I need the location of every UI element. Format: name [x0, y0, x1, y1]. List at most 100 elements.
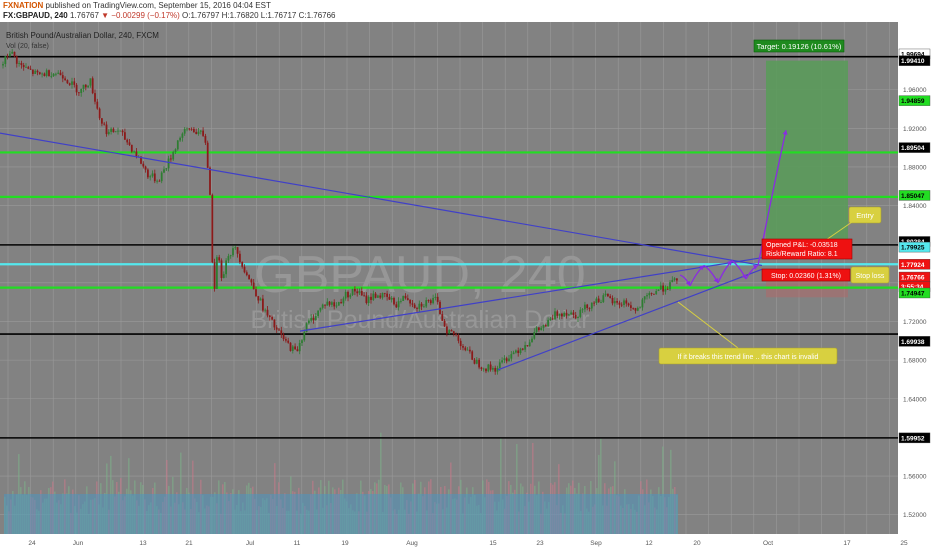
candle-body — [188, 128, 191, 130]
candle-body — [381, 292, 384, 298]
candle-body — [165, 168, 168, 170]
price-badge-bg — [898, 336, 931, 347]
author-name[interactable]: FXNATION — [3, 1, 44, 10]
x-tick-label: 20 — [693, 540, 701, 547]
candle-body — [107, 131, 110, 135]
candle-body — [510, 354, 513, 359]
candle-body — [395, 304, 398, 308]
candle-body — [528, 342, 531, 347]
candle-body — [572, 312, 575, 315]
candle-body — [243, 266, 246, 273]
volume-bar — [180, 452, 182, 534]
candle-body — [78, 92, 80, 94]
time-axis-bg — [0, 534, 932, 550]
candle-body — [333, 302, 336, 307]
candle-body — [126, 139, 129, 143]
x-tick-label: 19 — [341, 540, 349, 547]
candle-body — [142, 163, 145, 167]
candle-body — [241, 262, 244, 267]
candle-body — [133, 151, 135, 153]
publish-info: published on TradingView.com, September … — [45, 1, 271, 10]
candle-body — [326, 301, 329, 306]
candle-body — [271, 317, 273, 320]
candle-body — [466, 349, 469, 351]
volume-bar — [600, 438, 602, 534]
candle-body — [172, 151, 175, 160]
x-tick-label: Oct — [763, 540, 773, 547]
candle-body — [337, 302, 340, 306]
candle-body — [613, 301, 616, 304]
projection-arrowhead — [753, 264, 758, 270]
candle-body — [287, 340, 290, 343]
candle-body — [45, 70, 48, 76]
candle-body — [554, 311, 556, 320]
candle-body — [625, 300, 628, 304]
candle-body — [503, 358, 506, 361]
symbol-line: FX:GBPAUD, 240 1.76767 ▼ −0.00299 (−0.17… — [3, 11, 336, 20]
candle-body — [662, 285, 664, 292]
candle-body — [61, 75, 64, 79]
candle-body — [676, 278, 678, 281]
candle-body — [255, 289, 257, 297]
volume-histogram — [4, 432, 678, 534]
candle-body — [526, 345, 529, 347]
price-badge: 3:55:34 — [901, 284, 924, 291]
candle-body — [38, 72, 41, 74]
candle-body — [508, 358, 510, 362]
entry-callout: Entry — [825, 206, 882, 241]
candle-body — [521, 348, 524, 350]
price-badge-bg — [898, 287, 931, 299]
candle-body — [273, 319, 276, 328]
candle-body — [128, 142, 131, 145]
candle-body — [618, 302, 621, 305]
x-tick-label: 12 — [645, 540, 653, 547]
candle-body — [436, 296, 439, 302]
symbol-label: FX:GBPAUD, 240 — [3, 11, 68, 20]
candle-body — [262, 298, 264, 311]
price-chart[interactable]: GBPAUD, 240 British Pound/Australian Dol… — [0, 22, 932, 550]
candle-body — [383, 292, 386, 294]
candle-body — [264, 309, 267, 311]
candle-body — [317, 310, 319, 317]
candle-body — [669, 282, 671, 290]
candle-body — [441, 314, 444, 321]
candle-body — [344, 291, 347, 299]
trendline-upper-falling — [0, 132, 763, 267]
candle-body — [595, 298, 598, 304]
candle-body — [114, 131, 117, 133]
y-tick-label: 1.92000 — [903, 126, 927, 133]
watermark-symbol: GBPAUD, 240 — [254, 246, 585, 304]
price-badge-bg — [898, 190, 931, 201]
candle-body — [50, 76, 53, 77]
candle-body — [245, 272, 248, 276]
projection-arrowhead — [741, 273, 747, 279]
trendlines[interactable] — [0, 132, 763, 371]
candle-body — [641, 299, 644, 308]
candle-body — [577, 316, 579, 319]
candle-body — [659, 285, 662, 290]
candle-body — [657, 289, 660, 291]
candle-body — [248, 275, 250, 280]
volume-bar — [380, 432, 382, 534]
price-badge: 1.99410 — [901, 58, 925, 65]
x-tick-label: 17 — [843, 540, 851, 547]
price-badge: 1.85047 — [901, 193, 925, 200]
plot-area — [0, 22, 898, 534]
candle-body — [418, 303, 421, 309]
candle-body — [6, 56, 9, 58]
price-badge: 1.79925 — [901, 245, 925, 252]
candle-body — [105, 124, 108, 135]
candle-body — [390, 297, 393, 300]
x-tick-label: 11 — [294, 540, 301, 547]
candle-body — [512, 352, 515, 355]
candle-body — [289, 342, 292, 351]
candle-body — [487, 364, 490, 372]
candle-body — [347, 291, 349, 298]
candle-body — [485, 368, 487, 372]
candle-body — [588, 307, 591, 309]
candle-body — [584, 304, 586, 310]
candle-body — [266, 309, 269, 316]
candle-body — [308, 320, 310, 324]
candle-body — [190, 128, 193, 130]
time-axis[interactable]: 24 Jun 13 21 Jul 11 19 Aug 15 23 Sep 12 20 Oct 17 25 — [0, 534, 932, 550]
